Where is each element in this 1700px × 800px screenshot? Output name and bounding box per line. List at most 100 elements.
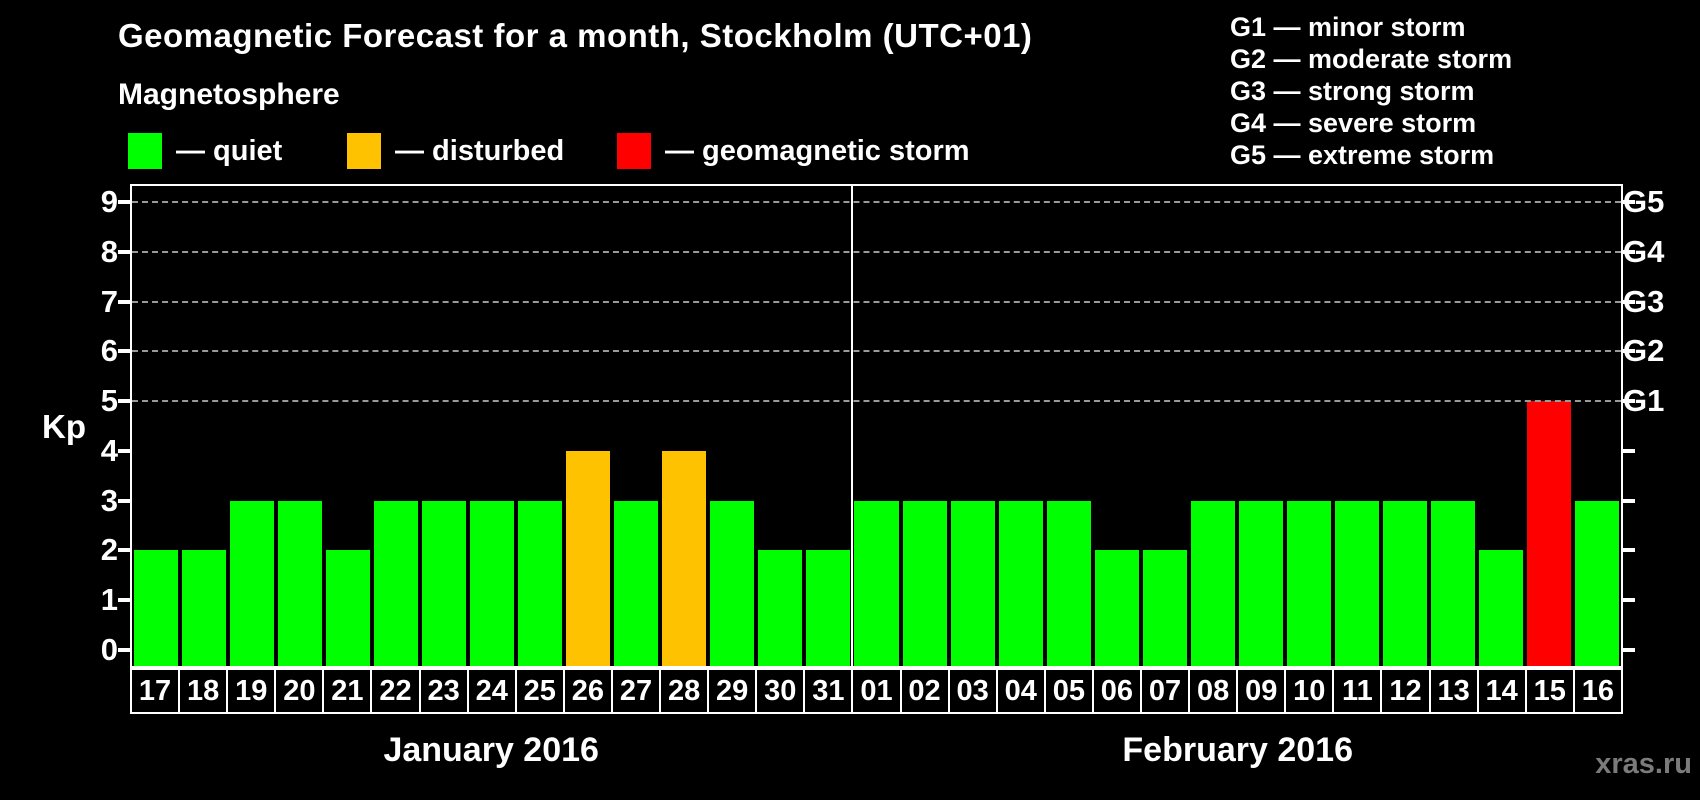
g-scale-line-g1: G1 — minor storm xyxy=(1230,12,1466,42)
day-label-25: 25 xyxy=(517,670,565,712)
bar-slot-04 xyxy=(997,186,1045,666)
y-axis-tick-right-7 xyxy=(1623,299,1635,304)
day-label-03: 03 xyxy=(950,670,998,712)
legend-label-disturbed: — disturbed xyxy=(395,134,565,167)
y-tick-label-7: 7 xyxy=(100,283,118,319)
bar-slot-08 xyxy=(1189,186,1237,666)
bar-slot-21 xyxy=(324,186,372,666)
y-axis-tick-left-0 xyxy=(118,648,130,652)
bars-container xyxy=(132,186,1621,666)
bar-slot-27 xyxy=(612,186,660,666)
bar-slot-22 xyxy=(372,186,420,666)
day-label-12: 12 xyxy=(1382,670,1431,712)
day-label-01: 01 xyxy=(853,670,902,712)
day-label-10: 10 xyxy=(1286,670,1335,712)
bar-slot-06 xyxy=(1093,186,1141,666)
bar-slot-31 xyxy=(804,186,852,666)
day-label-24: 24 xyxy=(469,670,517,712)
bar-slot-12 xyxy=(1381,186,1429,666)
bar-february-06 xyxy=(1094,550,1139,666)
legend-label-storm: — geomagnetic storm xyxy=(665,134,970,167)
g-scale-legend: G1 — minor storm G2 — moderate storm G3 — … xyxy=(1230,11,1512,171)
g-scale-line-g4: G4 — severe storm xyxy=(1230,108,1477,138)
y-axis-tick-left-6 xyxy=(118,349,130,354)
y-axis-tick-left-9 xyxy=(118,200,130,204)
g-level-label-g4: G4 xyxy=(1623,233,1665,269)
month-labels: January 2016 February 2016 xyxy=(130,731,1623,775)
day-label-14: 14 xyxy=(1479,670,1527,712)
day-label-18: 18 xyxy=(180,670,229,712)
bar-january-28 xyxy=(662,450,707,666)
y-axis-tick-right-8 xyxy=(1623,249,1635,254)
bar-slot-18 xyxy=(180,186,228,666)
gridline-kp-7 xyxy=(132,300,1621,303)
y-tick-label-5: 5 xyxy=(100,383,118,419)
month-label-february: February 2016 xyxy=(1122,731,1353,769)
bar-slot-10 xyxy=(1285,186,1333,666)
g-scale-line-g2: G2 — moderate storm xyxy=(1230,44,1513,74)
day-label-16: 16 xyxy=(1581,674,1614,707)
day-label-04: 04 xyxy=(998,670,1046,712)
month-label-january: January 2016 xyxy=(383,731,599,769)
bar-slot-20 xyxy=(276,186,324,666)
y-axis-tick-left-5 xyxy=(118,399,130,404)
gridline-kp-8 xyxy=(132,250,1621,253)
legend-item-disturbed: — disturbed xyxy=(347,131,564,171)
bar-slot-02 xyxy=(901,186,949,666)
g-scale-line-g3: G3 — strong storm xyxy=(1230,76,1475,106)
bar-january-19 xyxy=(230,500,275,666)
gridline-kp-9 xyxy=(132,201,1621,203)
bar-slot-25 xyxy=(516,186,564,666)
y-axis-tick-left-3 xyxy=(118,498,130,503)
bar-february-14 xyxy=(1478,550,1523,666)
y-axis-tick-left-7 xyxy=(118,299,130,304)
bar-slot-30 xyxy=(756,186,804,666)
bar-january-26 xyxy=(566,450,611,666)
y-axis-tick-left-8 xyxy=(118,249,130,254)
bar-slot-16 xyxy=(1573,186,1621,666)
bar-february-09 xyxy=(1238,500,1283,666)
day-label-27: 27 xyxy=(613,670,662,712)
g-level-label-g2: G2 xyxy=(1623,333,1665,369)
g-level-label-g1: G1 xyxy=(1623,383,1665,419)
day-label-31: 31 xyxy=(805,670,854,712)
day-label-28: 28 xyxy=(661,670,710,712)
bar-slot-11 xyxy=(1333,186,1381,666)
y-tick-label-8: 8 xyxy=(100,233,118,269)
bar-february-07 xyxy=(1142,550,1187,666)
bar-january-27 xyxy=(614,500,659,666)
day-label-07: 07 xyxy=(1142,670,1191,712)
y-tick-label-0: 0 xyxy=(100,632,118,667)
y-axis-tick-right-2 xyxy=(1623,548,1635,553)
y-axis-tick-right-9 xyxy=(1623,200,1635,204)
y-tick-label-4: 4 xyxy=(100,432,118,468)
gridline-kp-5 xyxy=(132,400,1621,403)
day-label-15: 15 xyxy=(1527,670,1575,712)
bar-february-03 xyxy=(950,500,995,666)
bar-slot-26 xyxy=(564,186,612,666)
gridline-kp-6 xyxy=(132,350,1621,353)
day-label-06: 06 xyxy=(1094,670,1142,712)
bar-slot-29 xyxy=(708,186,756,666)
y-axis-tick-right-3 xyxy=(1623,498,1635,503)
legend-item-quiet: — quiet xyxy=(128,131,282,171)
y-axis-tick-right-4 xyxy=(1623,448,1635,453)
day-label-21: 21 xyxy=(324,670,373,712)
magnetosphere-legend: — quiet — disturbed — geomagnetic storm xyxy=(0,131,1100,171)
watermark: xras.ru xyxy=(1595,748,1692,780)
day-label-26: 26 xyxy=(565,670,613,712)
y-axis-title: Kp xyxy=(42,408,86,445)
bar-january-29 xyxy=(710,500,755,666)
bar-slot-24 xyxy=(468,186,516,666)
bar-january-24 xyxy=(470,500,515,666)
bar-january-21 xyxy=(326,550,371,666)
bar-slot-23 xyxy=(420,186,468,666)
y-axis-tick-left-4 xyxy=(118,448,130,453)
bar-february-11 xyxy=(1334,500,1379,666)
bar-february-16 xyxy=(1574,500,1619,666)
day-label-11: 11 xyxy=(1334,670,1383,712)
day-label-29: 29 xyxy=(709,670,758,712)
day-label-30: 30 xyxy=(757,670,806,712)
bar-february-05 xyxy=(1046,500,1091,666)
bar-slot-13 xyxy=(1429,186,1477,666)
